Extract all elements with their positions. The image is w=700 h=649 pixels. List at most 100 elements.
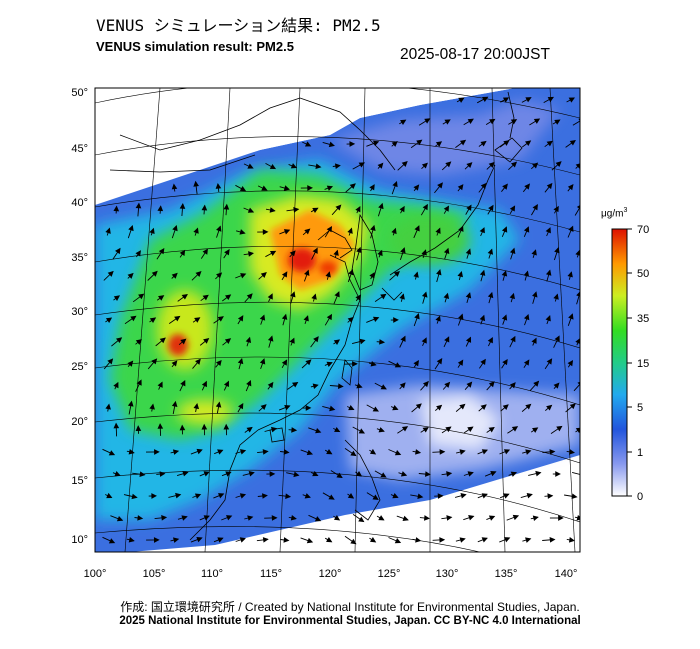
wind-arrow-head: [293, 471, 300, 478]
wind-arrow-head: [510, 161, 518, 168]
wind-arrow-head: [333, 249, 339, 256]
wind-arrow-head: [203, 337, 210, 344]
lon-tick-label: 140°: [555, 568, 578, 580]
wind-arrow-head: [503, 449, 511, 455]
wind-arrow-head: [196, 536, 203, 543]
philippines: [344, 439, 381, 521]
wind-arrow-head: [333, 515, 341, 521]
wind-arrow-head: [512, 514, 520, 521]
wind-arrow-head: [201, 204, 208, 211]
wind-arrow-head: [326, 537, 333, 543]
wind-arrow-head: [446, 471, 453, 477]
wind-arrow-head: [281, 271, 288, 278]
wind-arrow-head: [393, 317, 399, 323]
wind-arrow-head: [151, 358, 158, 365]
wind-arrow-head: [329, 405, 336, 412]
hainan: [269, 427, 285, 443]
wind-arrow-head: [457, 359, 464, 366]
wind-arrow-head: [247, 207, 255, 213]
wind-arrow-head: [487, 248, 494, 255]
wind-arrow-head: [380, 384, 387, 390]
wind-arrow-head: [523, 359, 530, 366]
wind-arrow-head: [509, 247, 516, 254]
wind-arrow-head: [154, 449, 160, 455]
wind-arrow-head: [239, 449, 247, 455]
lon-tick-label: 130°: [436, 568, 459, 580]
parallel-line: [95, 88, 580, 119]
wind-arrow-head: [510, 471, 518, 477]
wind-arrow-head: [157, 205, 164, 212]
wind-arrow-head: [180, 379, 186, 387]
wind-arrow-head: [260, 272, 267, 278]
wind-arrow-head: [445, 426, 452, 433]
wind-arrow-head: [248, 471, 255, 477]
wind-arrow-head: [172, 537, 180, 543]
wind-arrow-head: [417, 493, 424, 500]
wind-arrow-head: [378, 515, 385, 521]
wind-arrow-head: [259, 314, 266, 321]
wind-arrow-head: [349, 183, 356, 190]
wind-arrow-head: [269, 207, 276, 213]
wind-arrow-head: [171, 360, 178, 367]
wind-arrow-head: [107, 358, 114, 365]
wind-arrow-head: [509, 292, 515, 300]
wind-arrow-head: [304, 493, 311, 499]
lat-tick-label: 45°: [71, 143, 88, 155]
wind-arrow-head: [289, 337, 295, 344]
wind-arrow-head: [444, 381, 451, 388]
wind-arrow-head: [488, 161, 495, 168]
wind-arrow-head: [347, 316, 354, 323]
wind-arrow-head: [525, 403, 532, 410]
wind-arrow-head: [225, 471, 232, 477]
wind-arrow-head: [336, 472, 343, 479]
wind-arrow-head: [116, 515, 124, 522]
wind-arrow-head: [195, 358, 201, 365]
wind-arrow-head: [224, 249, 230, 256]
wind-arrow-head: [350, 450, 357, 457]
wind-arrow-head: [439, 537, 446, 543]
wind-arrow-head: [394, 362, 402, 368]
wind-arrow-head: [203, 515, 210, 521]
wind-arrow-head: [422, 427, 429, 433]
wind-arrow-head: [558, 515, 564, 521]
wind-arrow-head: [370, 360, 377, 367]
colorbar-tick-label: 0: [637, 491, 643, 503]
wind-arrow-head: [269, 471, 276, 477]
wind-arrow-head: [202, 294, 209, 301]
wind-arrow-head: [281, 313, 288, 320]
wind-arrow-head: [281, 359, 288, 366]
wind-arrow-head: [261, 185, 268, 191]
wind-arrow-head: [446, 515, 453, 521]
wind-arrow-head: [181, 515, 188, 521]
wind-arrow-head: [334, 291, 340, 298]
wind-arrow-head: [312, 247, 318, 254]
wind-arrow-head: [267, 381, 274, 389]
wind-arrow-head: [465, 248, 472, 255]
wind-arrow-head: [532, 427, 539, 433]
wind-arrow-head: [532, 204, 538, 211]
wind-arrow-head: [481, 449, 489, 455]
wind-arrow-head: [504, 537, 511, 543]
wind-arrow-head: [113, 422, 120, 429]
wind-arrow-head: [510, 335, 516, 343]
wind-arrow-head: [415, 537, 422, 543]
wind-arrow-head: [555, 161, 562, 168]
wind-arrow-head: [246, 426, 253, 433]
wind-arrow-head: [171, 183, 178, 190]
wind-arrow-head: [443, 292, 450, 299]
wind-arrow-head: [487, 337, 493, 344]
wind-arrow-head: [326, 225, 333, 233]
wind-arrow-head: [525, 140, 532, 147]
lon-tick-label: 115°: [260, 568, 282, 580]
wind-arrow-head: [466, 162, 473, 169]
wind-arrow-head: [415, 403, 422, 410]
wind-arrow-head: [216, 225, 222, 232]
wind-arrow-head: [202, 248, 208, 255]
wind-arrow-head: [413, 184, 420, 191]
wind-arrow-head: [445, 161, 452, 168]
wind-arrow-head: [459, 449, 466, 455]
meridian-line: [279, 88, 301, 552]
wind-arrow-head: [161, 515, 168, 521]
wind-arrow-head: [400, 471, 408, 477]
wind-arrow-head: [394, 538, 402, 544]
